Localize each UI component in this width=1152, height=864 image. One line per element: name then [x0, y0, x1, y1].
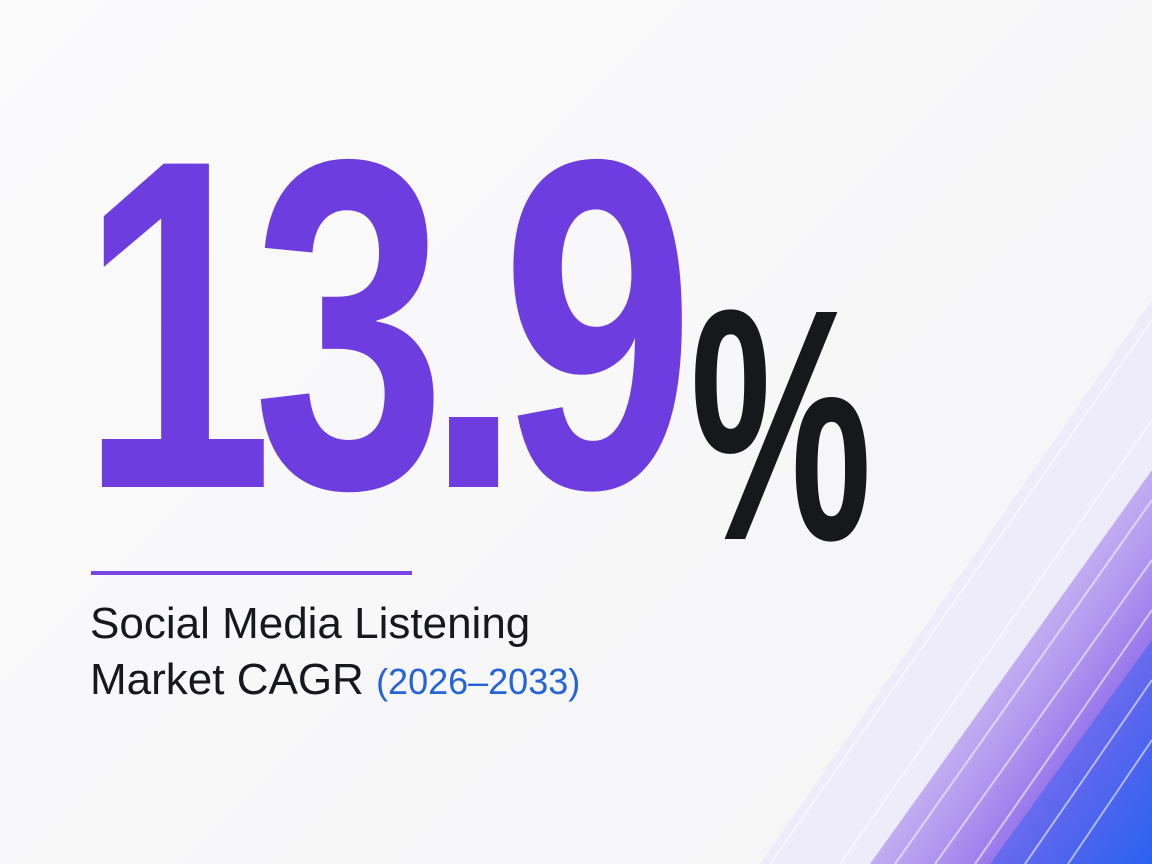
- caption-line-2: Market CAGR (2026–2033): [90, 652, 580, 710]
- caption-metric: Market CAGR: [90, 655, 364, 704]
- stat-percent-sign: %: [690, 240, 872, 609]
- headline-stat: 13.9: [80, 90, 883, 560]
- stat-caption: Social Media Listening Market CAGR (2026…: [90, 596, 580, 710]
- accent-divider: [91, 571, 412, 575]
- stat-value: 13.9: [80, 62, 695, 587]
- caption-line-1: Social Media Listening: [90, 599, 531, 648]
- caption-period: (2026–2033): [376, 661, 581, 702]
